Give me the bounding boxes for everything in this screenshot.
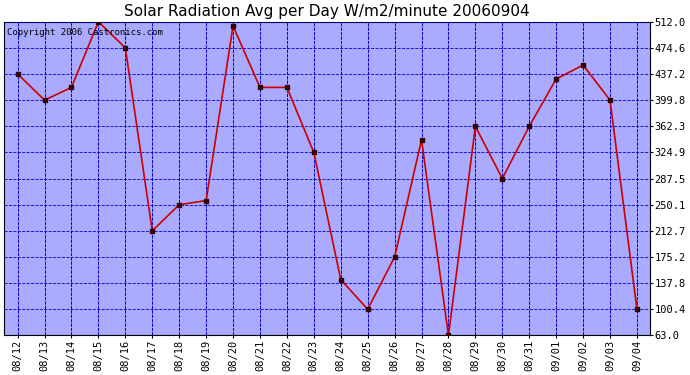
Text: Copyright 2006 Castronics.com: Copyright 2006 Castronics.com: [8, 28, 164, 37]
Title: Solar Radiation Avg per Day W/m2/minute 20060904: Solar Radiation Avg per Day W/m2/minute …: [124, 4, 530, 19]
